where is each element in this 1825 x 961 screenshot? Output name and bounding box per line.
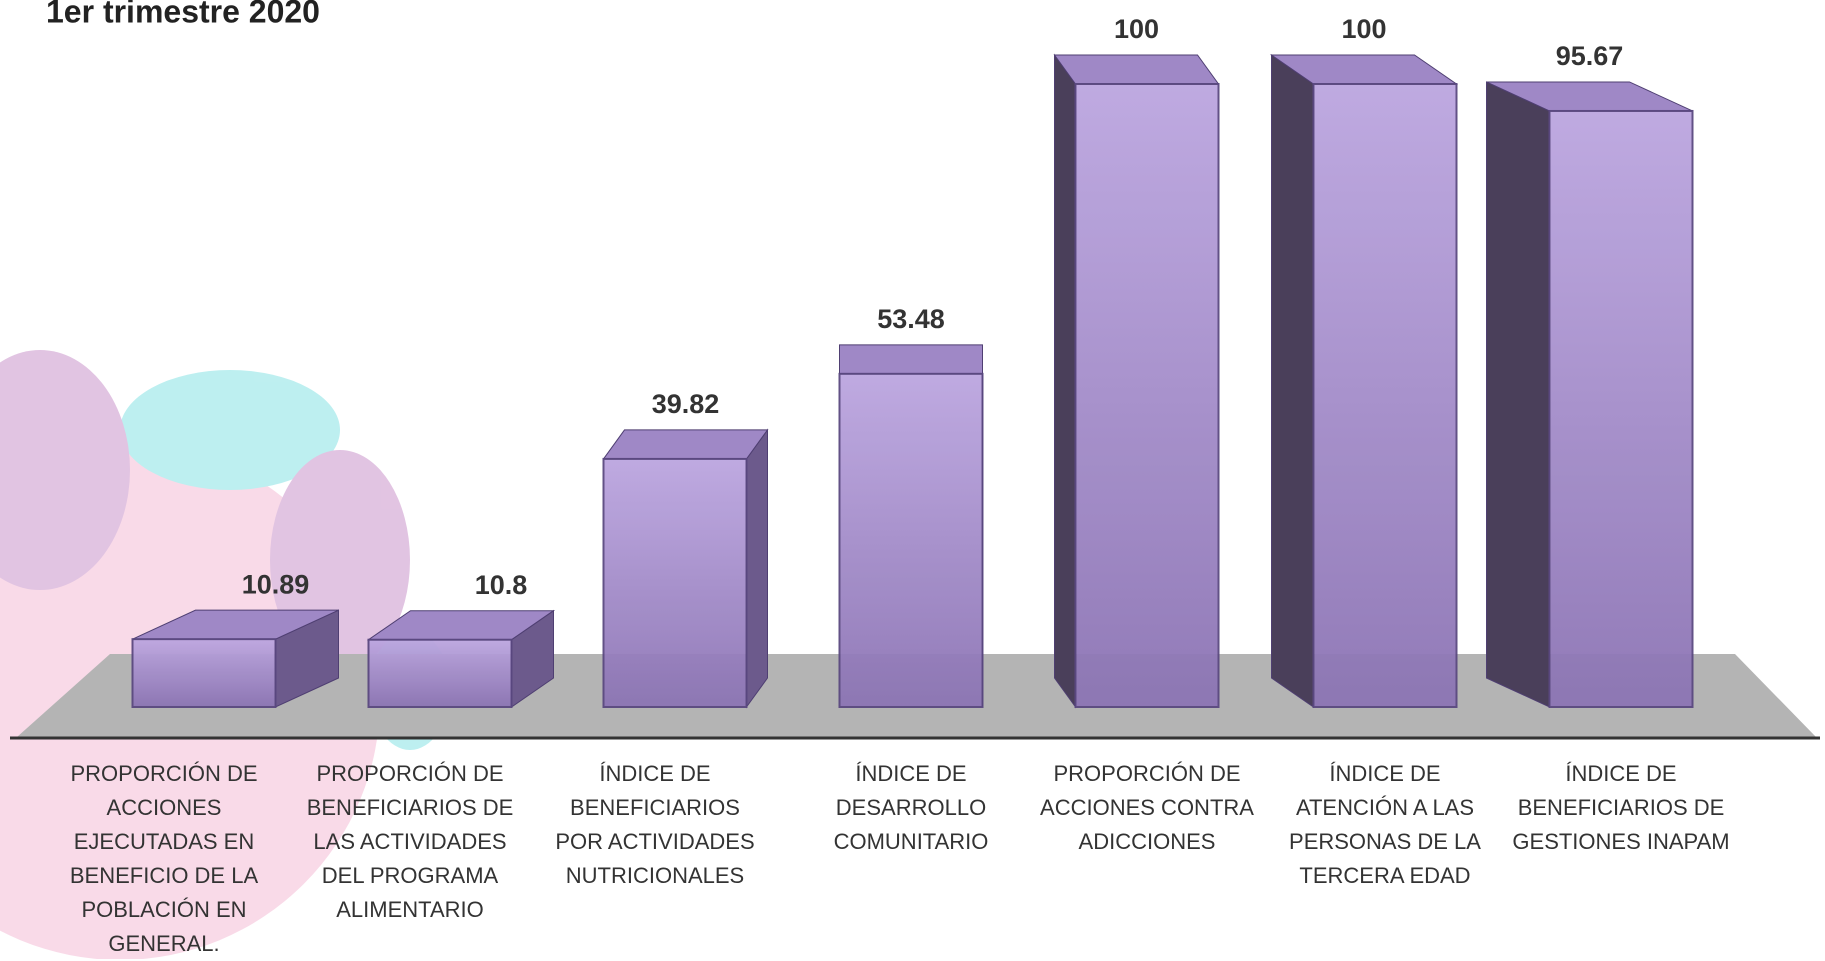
bar <box>838 372 984 708</box>
value-label: 10.89 <box>242 569 310 599</box>
value-label: 95.67 <box>1556 41 1624 71</box>
bar <box>1312 83 1458 708</box>
bar <box>1074 83 1220 708</box>
x-tick-label: ÍNDICE DE BENEFICIARIOS DE GESTIONES INA… <box>1512 761 1730 854</box>
bar <box>367 638 513 708</box>
x-tick-label: ÍNDICE DE BENEFICIARIOS POR ACTIVIDADES … <box>555 761 755 888</box>
bar-top <box>839 344 983 375</box>
bar-side <box>1054 53 1076 709</box>
x-tick-label: PROPORCIÓN DE BENEFICIARIOS DE LAS ACTIV… <box>306 761 514 922</box>
x-tick-label: PROPORCIÓN DE ACCIONES CONTRA ADICCIONES <box>1040 761 1254 854</box>
value-label: 10.8 <box>475 570 528 600</box>
bar <box>1548 109 1694 709</box>
value-label: 39.82 <box>652 389 720 419</box>
bar-side <box>1271 54 1314 708</box>
bar-top <box>602 429 769 460</box>
bar <box>602 457 748 708</box>
bar-side <box>1486 81 1550 708</box>
chart-title: 1er trimestre 2020 <box>46 0 320 29</box>
x-tick-label: ÍNDICE DE ATENCIÓN A LAS PERSONAS DE LA … <box>1289 761 1481 888</box>
bar-top <box>1053 54 1220 85</box>
x-tick-label: PROPORCIÓN DE ACCIONES EJECUTADAS EN BEN… <box>69 761 259 956</box>
bar-side <box>746 428 768 709</box>
value-label: 53.48 <box>877 304 945 334</box>
bars: 10.89 10.8 39.82 53.48 100 100 95.67 <box>131 14 1694 709</box>
value-label: 100 <box>1114 14 1159 44</box>
x-tick-label: ÍNDICE DE DESARROLLO COMUNITARIO <box>833 761 989 854</box>
value-label: 100 <box>1341 14 1386 44</box>
bar <box>131 638 277 708</box>
